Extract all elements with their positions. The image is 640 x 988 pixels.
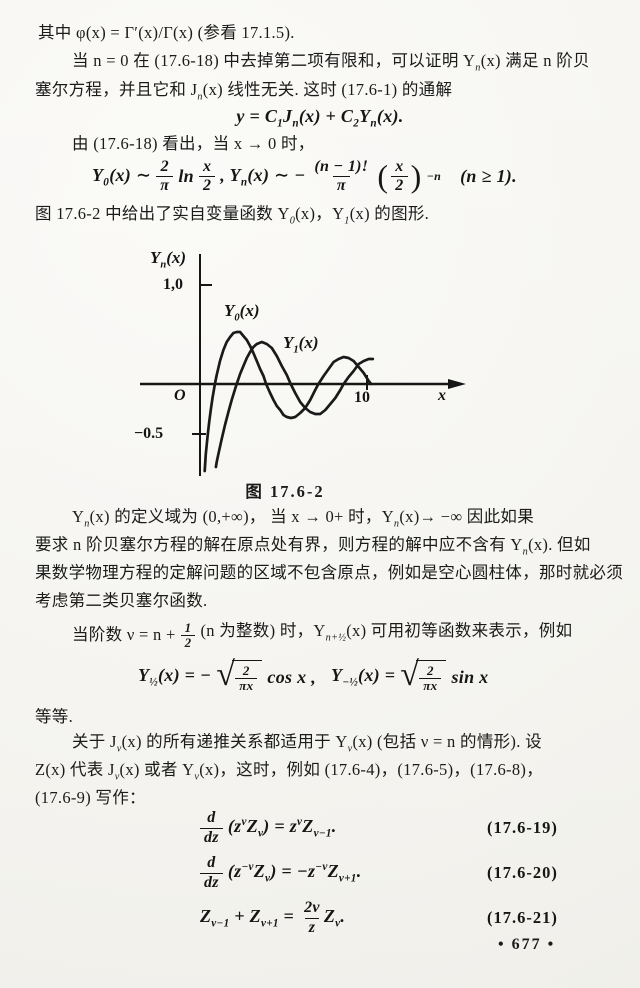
y-tick-label-neg0.5: −0.5 <box>134 425 164 442</box>
equation-half-order: Y½(x) = − √ 2 πx cos x , Y−½(x) = √ 2 πx… <box>138 656 489 694</box>
fraction-denominator: πx <box>235 677 258 693</box>
fraction-denominator: 2 <box>180 634 196 650</box>
fraction-numerator: d <box>207 809 216 827</box>
fraction-numerator: 1 <box>184 619 192 635</box>
fraction: x 2 <box>198 158 216 196</box>
curve-label-y1: Y1(x) <box>283 333 319 356</box>
equation-asymptotic: Y0(x) ∼ 2 π ln x 2 , Yn(x) ∼ − (n − 1)! … <box>92 158 517 196</box>
equation-number: (17.6-19) <box>487 818 558 837</box>
text-line: Yn(x) 的定义域为 (0,+∞)， 当 x → 0+ 时，Yn(x)→ −∞… <box>72 507 535 530</box>
math-part: Y½(x) = − <box>138 665 212 689</box>
text-line: 要求 n 阶贝塞尔方程的解在原点处有界，则方程的解中应不含有 Yn(x). 但如 <box>35 535 591 558</box>
text-line: 其中 φ(x) = Γ′(x)/Γ(x) (参看 17.1.5). <box>38 23 295 42</box>
bessel-y-chart <box>140 254 466 476</box>
fraction: 2 πx <box>419 663 442 693</box>
fraction-numerator: 2 <box>242 663 250 678</box>
fraction-denominator: π <box>332 176 350 195</box>
math-part: sin x <box>451 666 489 687</box>
math-part: (n ≥ 1). <box>460 166 517 187</box>
text-line: Z(x) 代表 Jν(x) 或者 Yν(x)，这时，例如 (17.6-4)，(1… <box>35 760 543 783</box>
derivative-fraction: d dz <box>200 854 223 892</box>
fraction: 2ν z <box>300 899 324 937</box>
text-line: 塞尔方程，并且它和 Jn(x) 线性无关. 这时 (17.6-1) 的通解 <box>35 80 453 103</box>
math-part: (z−νZν) = −z−νZν+1. <box>227 861 362 885</box>
math-part: Y0(x) ∼ <box>92 165 152 189</box>
equation-number: (17.6-20) <box>487 863 558 882</box>
fraction: (n − 1)! π <box>310 158 372 196</box>
radical-icon: √ <box>400 656 420 693</box>
fraction: x 2 <box>391 158 408 196</box>
fraction: 1 2 <box>180 619 196 650</box>
origin-label: O <box>174 387 186 404</box>
square-root: √ 2 πx <box>216 656 263 694</box>
fraction: 2 π <box>156 158 174 196</box>
fraction-denominator: dz <box>200 827 223 847</box>
figure-17-6-2: Yn(x) 1,0 −0.5 O 10 x Y0(x) Y1(x) 图 17.6… <box>130 248 480 506</box>
fraction-numerator: x <box>202 158 212 175</box>
math-part: Zν−1 + Zν+1 = <box>200 906 295 930</box>
x-axis-arrow <box>448 379 466 389</box>
x-tick-label-10: 10 <box>354 389 370 406</box>
text-line: 考虑第二类贝塞尔函数. <box>35 591 208 610</box>
text-line: 当 n = 0 在 (17.6-18) 中去掉第二项有限和，可以证明 Yn(x)… <box>72 51 590 74</box>
math-part: Y−½(x) = <box>331 665 396 689</box>
y-axis-label: Yn(x) <box>150 248 187 271</box>
math-part: , Yn(x) ∼ − <box>220 165 306 189</box>
math-part: cos x , <box>267 666 317 687</box>
curve-label-y0: Y0(x) <box>224 301 260 324</box>
fraction-denominator: 2 <box>198 176 216 195</box>
fraction-numerator: (n − 1)! <box>314 158 369 175</box>
math-part: (zνZν) = zνZν−1. <box>227 816 337 840</box>
text-part: (n 为整数) 时，Yn+½(x) 可用初等函数来表示，例如 <box>200 621 573 644</box>
equation-17-6-21: Zν−1 + Zν+1 = 2ν z Zν. (17.6-21) <box>200 898 640 938</box>
math-part: ln <box>178 166 194 187</box>
equation-17-6-20: d dz (z−νZν) = −z−νZν+1. (17.6-20) <box>200 853 640 893</box>
derivative-fraction: d dz <box>200 809 223 847</box>
curve-y0 <box>203 330 373 473</box>
equation-general-solution: y = C1Jn(x) + C2Yn(x). <box>236 106 404 130</box>
text-line: 等等. <box>35 707 74 726</box>
equation-17-6-19: d dz (zνZν) = zνZν−1. (17.6-19) <box>200 808 640 848</box>
page-number: • 677 • <box>498 936 556 953</box>
fraction-denominator: z <box>304 917 320 937</box>
y-tick-label-1.0: 1,0 <box>163 276 183 293</box>
square-root: √ 2 πx <box>400 656 447 694</box>
math-part: Zν. <box>323 906 346 930</box>
equation-number: (17.6-21) <box>487 908 558 927</box>
fraction-denominator: dz <box>200 872 223 892</box>
fraction-numerator: x <box>395 158 404 175</box>
exponent: −n <box>426 169 442 184</box>
curve-y1 <box>214 340 375 469</box>
text-line: 关于 Jν(x) 的所有递推关系都适用于 Yν(x) (包括 ν = n 的情形… <box>72 732 542 755</box>
fraction-numerator: 2ν <box>304 899 320 917</box>
fraction-denominator: π <box>156 176 174 195</box>
radical-icon: √ <box>216 656 236 693</box>
text-part: 当阶数 ν = n + <box>72 625 176 644</box>
fraction-numerator: d <box>207 854 216 872</box>
fraction: 2 πx <box>235 663 258 693</box>
text-line: (17.6-9) 写作： <box>35 788 146 807</box>
fraction-numerator: 2 <box>160 158 169 175</box>
fraction-numerator: 2 <box>426 663 434 678</box>
fraction-denominator: πx <box>419 677 442 693</box>
text-line: 果数学物理方程的定解问题的区域不包含原点，例如是空心圆柱体，那时就必须 <box>35 563 623 582</box>
x-axis-label: x <box>438 387 446 404</box>
text-line: 由 (17.6-18) 看出，当 x → 0 时， <box>72 134 315 153</box>
figure-caption: 图 17.6-2 <box>245 482 325 501</box>
fraction-denominator: 2 <box>391 176 408 195</box>
text-line-with-fraction: 当阶数 ν = n + 1 2 (n 为整数) 时，Yn+½(x) 可用初等函数… <box>72 618 572 652</box>
left-paren: ( <box>377 157 389 194</box>
text-line: 图 17.6-2 中给出了实自变量函数 Y0(x)，Y1(x) 的图形. <box>35 204 430 227</box>
right-paren: ) <box>410 157 422 194</box>
